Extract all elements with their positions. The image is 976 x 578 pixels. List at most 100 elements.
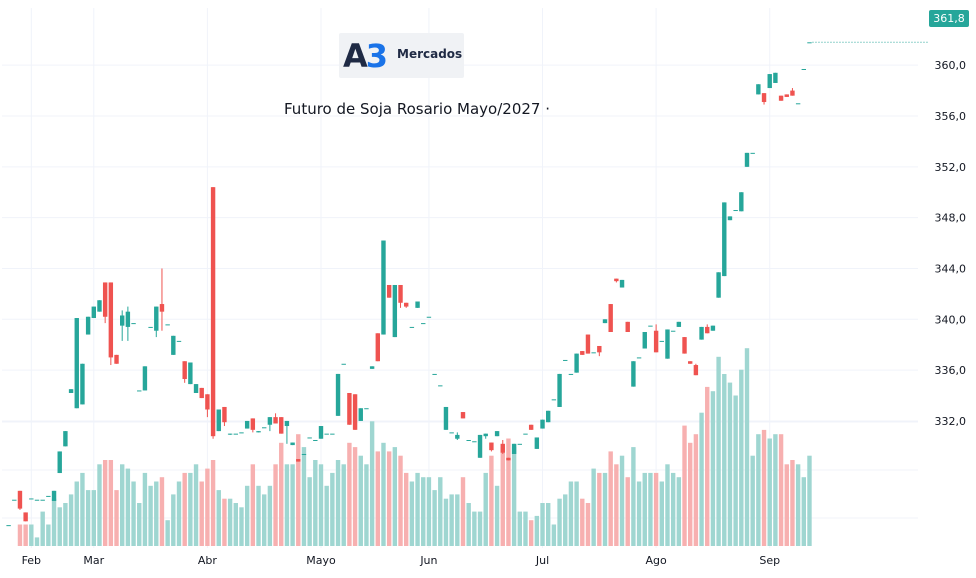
- volume-bar: [494, 485, 500, 546]
- candle-body: [733, 210, 738, 212]
- candle-body: [676, 321, 682, 327]
- candle-body: [199, 387, 204, 399]
- volume-bar: [426, 477, 432, 546]
- candle-body: [6, 525, 11, 527]
- candle-body: [699, 326, 704, 340]
- volume-bar: [193, 464, 199, 546]
- volume-bar: [120, 464, 125, 546]
- candle-body: [761, 93, 767, 103]
- logo-letter: A: [343, 37, 368, 75]
- volume-bar: [386, 451, 392, 546]
- volume-bar: [727, 382, 733, 546]
- candle-body: [256, 431, 261, 433]
- volume-bar: [483, 472, 488, 546]
- candle-body: [307, 437, 312, 439]
- volume-bar: [267, 485, 273, 546]
- candle-body: [682, 337, 687, 354]
- candle-body: [250, 418, 256, 430]
- volume-bar: [23, 524, 28, 546]
- candle-body: [12, 499, 17, 501]
- volume-bar: [625, 477, 630, 546]
- candle-body: [705, 326, 710, 334]
- candle-body: [670, 330, 676, 332]
- candle-body: [455, 434, 460, 439]
- volume-bar: [642, 472, 647, 546]
- volume-bar: [250, 464, 256, 546]
- volume-bar: [432, 490, 437, 546]
- volume-bar: [710, 391, 716, 546]
- candle-body: [585, 334, 591, 354]
- candle-body: [279, 417, 284, 434]
- candle-body: [591, 352, 596, 354]
- candle-body: [51, 490, 57, 501]
- volume-bar: [795, 464, 801, 546]
- volume-bar: [68, 494, 74, 546]
- candle-body: [341, 363, 346, 365]
- candle-body: [574, 353, 579, 373]
- volume-bar: [705, 386, 710, 546]
- volume-bar: [665, 464, 670, 546]
- candle-body: [29, 498, 34, 500]
- candle-body: [369, 366, 375, 369]
- candle-body: [597, 345, 602, 353]
- candle-body: [534, 437, 540, 449]
- volume-bar: [392, 447, 398, 546]
- volume-bar: [171, 494, 176, 546]
- volume-bar: [91, 490, 96, 546]
- volume-bar: [801, 477, 806, 546]
- volume-bar: [85, 490, 91, 546]
- candle-body: [125, 311, 131, 327]
- candle-body: [477, 434, 483, 458]
- volume-bar: [108, 460, 114, 546]
- x-tick-label: Mayo: [306, 554, 336, 567]
- candle-body: [233, 433, 238, 435]
- x-tick-label: Feb: [22, 554, 41, 567]
- candle-body: [801, 68, 806, 70]
- candle-body: [171, 335, 176, 355]
- candle-body: [625, 321, 630, 332]
- candle-body: [182, 361, 187, 380]
- candle-body: [421, 323, 426, 325]
- volume-bar: [767, 438, 772, 546]
- candle-body: [483, 433, 488, 437]
- candle-body: [358, 408, 363, 421]
- volume-bar: [262, 494, 267, 546]
- logo-text: Mercados: [397, 47, 463, 61]
- candles: [6, 42, 812, 527]
- volume-bar: [523, 511, 528, 546]
- candle-body: [432, 373, 437, 375]
- candle-body: [506, 457, 511, 461]
- candle-body: [324, 433, 329, 435]
- volume-bar: [63, 503, 68, 546]
- volume-bar: [807, 455, 812, 546]
- volume-bar: [614, 464, 619, 546]
- y-tick-label: 340,0: [935, 313, 967, 326]
- candle-body: [165, 324, 170, 326]
- candle-body: [227, 433, 233, 435]
- candle-body: [511, 443, 517, 454]
- volume-bar: [256, 485, 261, 546]
- volume-bar: [517, 511, 522, 546]
- candle-body: [443, 406, 449, 430]
- volume-bar: [182, 472, 187, 546]
- volume-bar: [216, 490, 221, 546]
- volume-bar: [142, 472, 148, 546]
- candle-body: [653, 330, 659, 353]
- candle-body: [438, 385, 443, 387]
- volume-bar: [415, 472, 420, 546]
- candle-body: [63, 431, 68, 447]
- candle-body: [727, 216, 733, 221]
- candle-body: [239, 432, 244, 434]
- volume-bar: [506, 438, 511, 546]
- volume-bar: [659, 481, 664, 546]
- volume-bar: [307, 477, 312, 546]
- candle-body: [80, 363, 85, 405]
- candle-body: [318, 426, 324, 439]
- volume-bar: [290, 464, 295, 546]
- candle-body: [710, 325, 716, 331]
- candle-body: [546, 410, 551, 423]
- candle-body: [381, 240, 386, 335]
- candle-body: [23, 512, 28, 522]
- volume-bar: [239, 507, 244, 546]
